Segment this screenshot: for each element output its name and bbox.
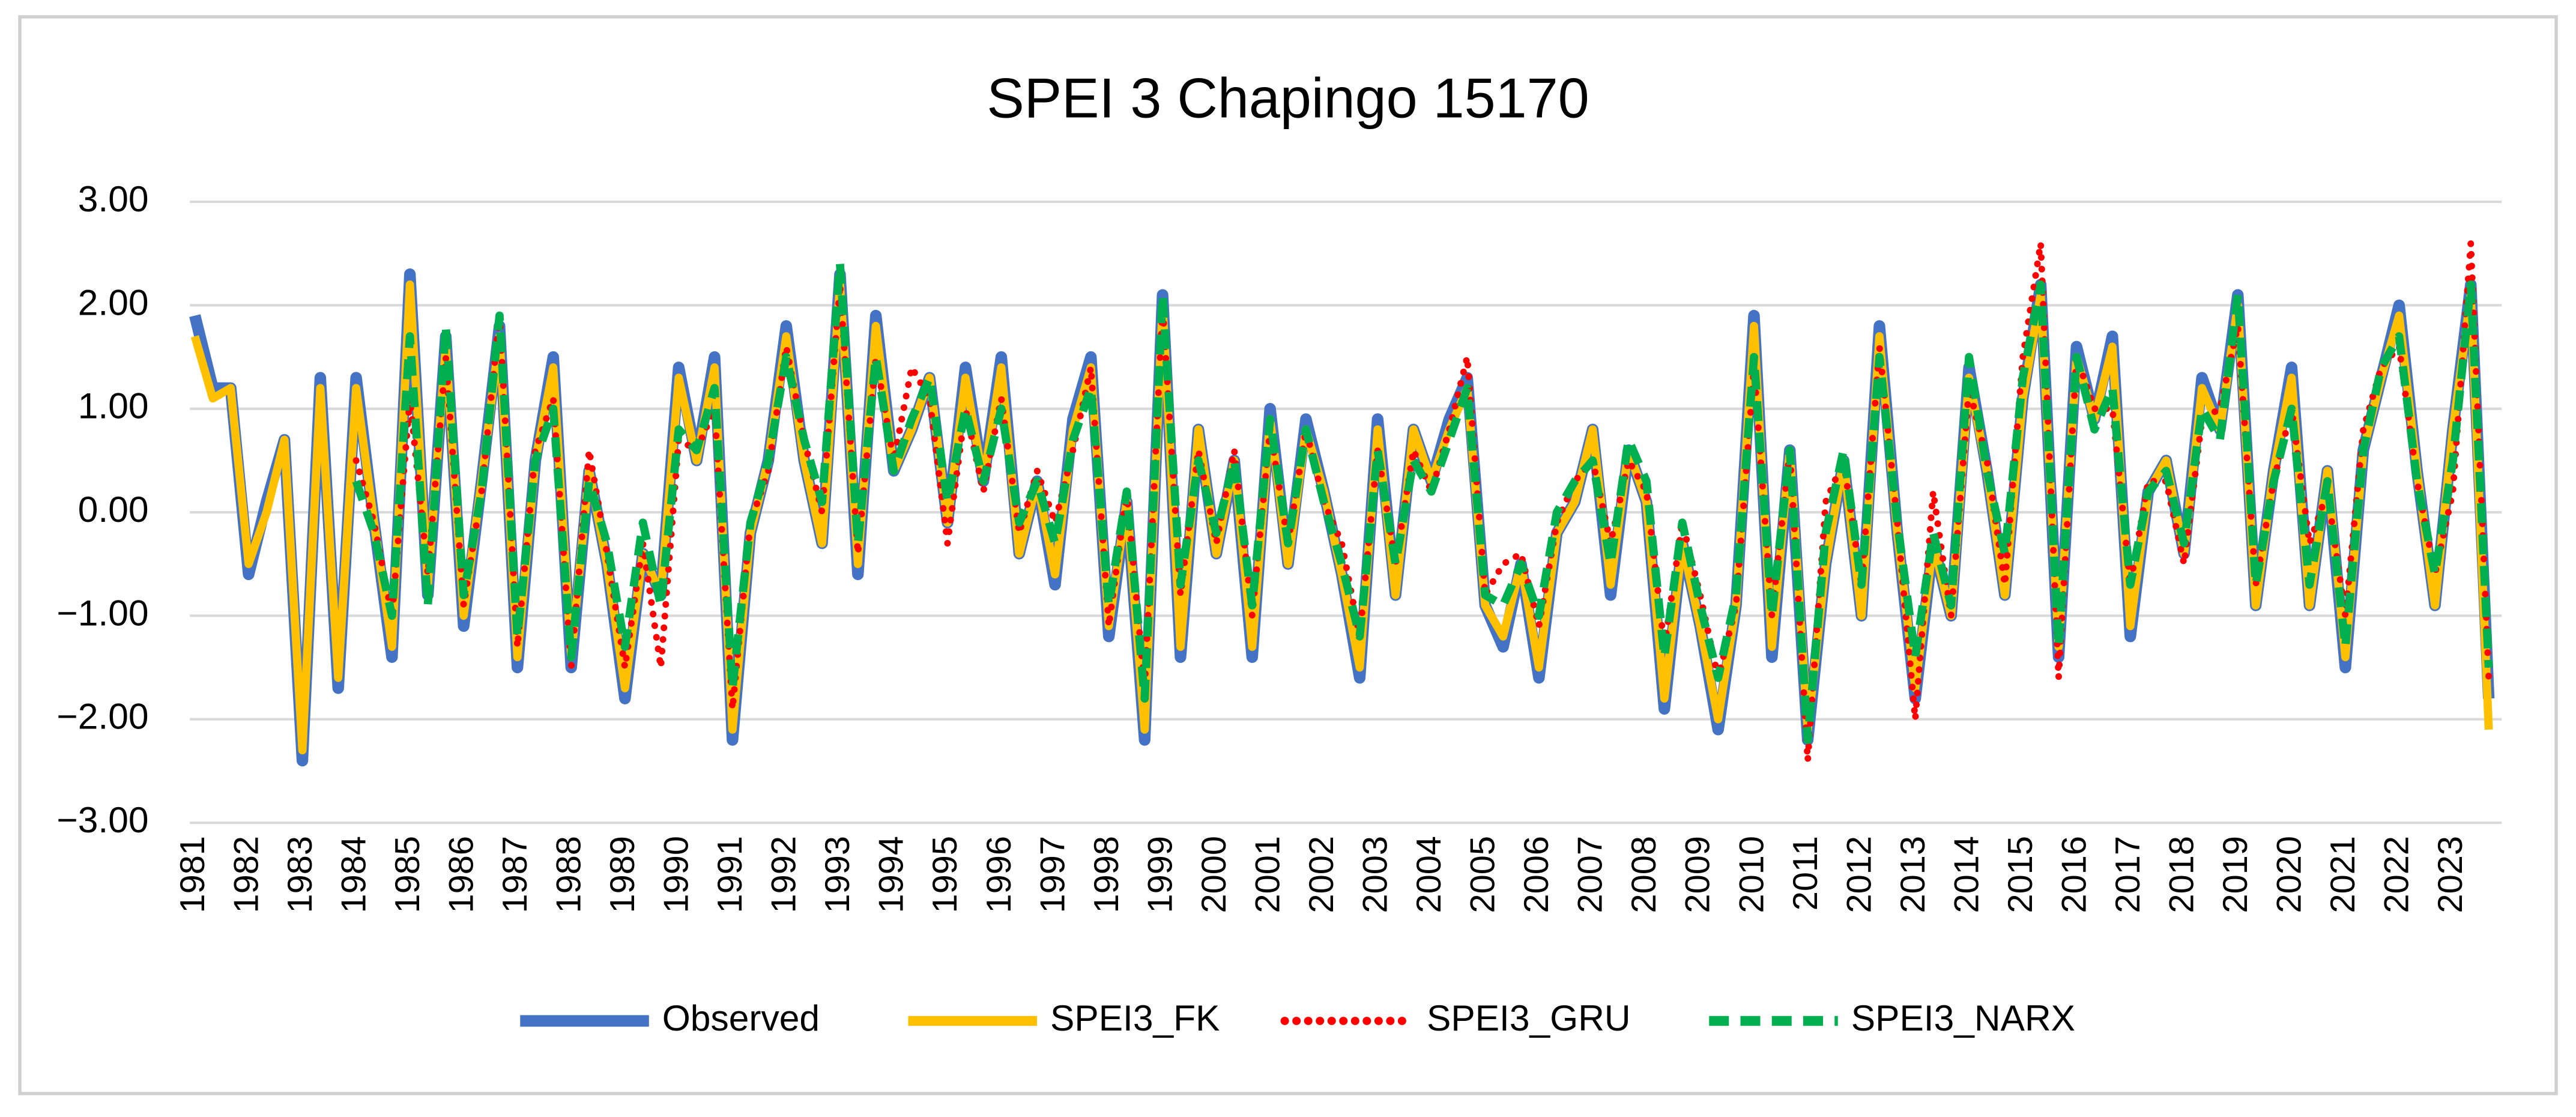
x-tick-label: 2016 [2055, 836, 2093, 913]
x-tick-label: 2002 [1302, 836, 1341, 913]
series-line [352, 240, 2493, 764]
y-tick-label: −3.00 [56, 799, 148, 840]
x-tick-label: 1981 [174, 836, 212, 913]
x-tick-label: 2011 [1786, 836, 1825, 910]
x-tick-label: 2006 [1517, 836, 1556, 913]
x-tick-label: 1998 [1087, 836, 1126, 913]
series-line [352, 259, 2493, 745]
x-tick-label: 1991 [711, 836, 749, 913]
y-tick-label: 2.00 [78, 282, 149, 322]
x-tick-label: 2008 [1625, 836, 1663, 913]
x-tick-label: 1999 [1141, 836, 1179, 913]
x-tick-label: 1987 [496, 836, 534, 913]
x-tick-label: 1993 [818, 836, 857, 913]
legend-item: SPEI3_NARX [1709, 997, 2075, 1038]
x-tick-label: 2009 [1679, 836, 1717, 913]
x-tick-label: 1988 [549, 836, 588, 913]
y-tick-label: 1.00 [78, 386, 149, 426]
x-tick-label: 2018 [2163, 836, 2201, 913]
x-tick-label: 1989 [603, 836, 642, 913]
x-tick-label: 1982 [227, 836, 265, 913]
x-tick-label: 2003 [1356, 836, 1395, 913]
legend-label: SPEI3_NARX [1851, 997, 2075, 1038]
y-tick-label: −2.00 [56, 696, 148, 737]
x-tick-label: 1994 [872, 836, 911, 913]
x-tick-label: 2021 [2324, 836, 2362, 913]
x-tick-label: 2010 [1732, 836, 1771, 913]
x-tick-label: 2013 [1894, 836, 1932, 913]
y-tick-label: −1.00 [56, 592, 148, 633]
x-tick-label: 2012 [1840, 836, 1878, 913]
x-tick-label: 2022 [2378, 836, 2416, 913]
y-tick-label: 3.00 [78, 178, 149, 219]
x-tick-label: 2014 [1947, 836, 1986, 913]
chart-title: SPEI 3 Chapingo 15170 [987, 67, 1589, 130]
grid: −3.00 −2.00 −1.00 0.00 1.00 2.00 3.00 [56, 178, 2502, 840]
x-tick-label: 1983 [281, 836, 319, 913]
x-tick-label: 1986 [442, 836, 480, 913]
plot-lines [189, 240, 2495, 767]
legend-label: Observed [662, 997, 820, 1038]
x-tick-label: 2020 [2270, 836, 2309, 913]
x-tick-label: 1985 [389, 836, 427, 913]
legend-item: SPEI3_GRU [1280, 997, 1631, 1038]
x-tick-label: 1990 [658, 836, 696, 913]
legend-item: Observed [520, 997, 820, 1038]
x-axis: 1981 1982 1983 1984 1985 1986 1987 1988 1989 1990… [174, 836, 2470, 913]
x-tick-label: 2023 [2431, 836, 2470, 913]
legend-label: SPEI3_FK [1050, 997, 1220, 1038]
x-tick-label: 2005 [1464, 836, 1502, 913]
x-tick-label: 1996 [980, 836, 1018, 913]
x-tick-label: 1995 [926, 836, 964, 913]
y-tick-label: 0.00 [78, 489, 149, 530]
x-tick-label: 2004 [1410, 836, 1448, 913]
x-tick-label: 2019 [2216, 836, 2255, 913]
x-tick-label: 2007 [1571, 836, 1610, 913]
x-tick-label: 1992 [765, 836, 803, 913]
x-tick-label: 1984 [334, 836, 373, 913]
x-tick-label: 2000 [1195, 836, 1233, 913]
x-tick-label: 1997 [1033, 836, 1072, 913]
legend-item: SPEI3_FK [908, 997, 1220, 1038]
x-tick-label: 2017 [2109, 836, 2147, 913]
x-tick-label: 2001 [1248, 836, 1287, 913]
legend: Observed SPEI3_FK SPEI3_GRU SPEI3_NARX [520, 997, 2075, 1038]
x-tick-label: 2015 [2001, 836, 2040, 913]
legend-label: SPEI3_GRU [1427, 997, 1631, 1038]
